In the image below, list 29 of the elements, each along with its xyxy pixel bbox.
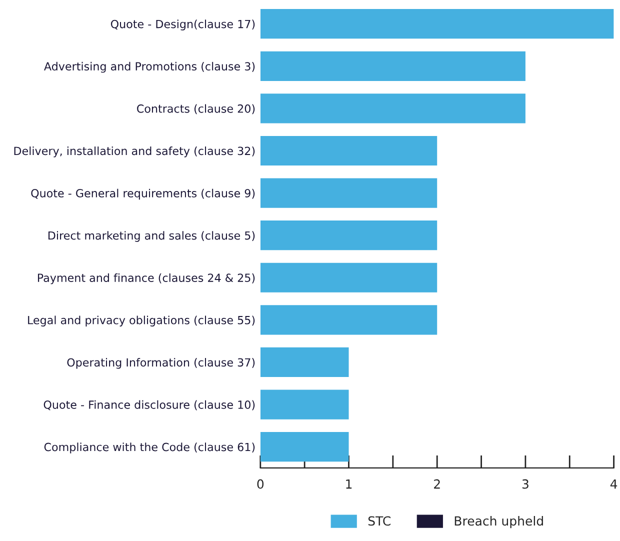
legend-label: STC xyxy=(368,516,390,526)
y-tick-label: Quote - Finance disclosure (clause 10) xyxy=(44,400,255,410)
x-tick-label: 1 xyxy=(346,479,352,489)
y-tick-label: Compliance with the Code (clause 61) xyxy=(44,442,255,454)
y-tick-label: Quote - General requirements (clause 9) xyxy=(31,188,255,200)
bar xyxy=(260,94,526,124)
x-tick-label: 2 xyxy=(434,479,440,489)
bar xyxy=(260,432,349,462)
y-tick-label: Advertising and Promotions (clause 3) xyxy=(44,62,255,73)
y-tick-label: Payment and finance (clauses 24 & 25) xyxy=(38,273,255,284)
y-tick-label: Delivery, installation and safety (clause 32) xyxy=(14,146,255,158)
y-tick-label: Contracts (clause 20) xyxy=(137,104,255,114)
y-tick-label: Legal and privacy obligations (clause 55) xyxy=(28,316,255,326)
y-tick-label: Operating Information (clause 37) xyxy=(67,358,255,369)
y-tick-label: Quote - Design(clause 17) xyxy=(110,20,255,30)
bar xyxy=(260,9,614,39)
bar xyxy=(260,51,526,81)
bar xyxy=(260,390,349,420)
bar xyxy=(260,220,438,250)
x-tick-label: 3 xyxy=(522,479,528,489)
y-tick-label: Direct marketing and sales (clause 5) xyxy=(48,231,255,242)
x-tick-label: 0 xyxy=(257,479,264,489)
bar xyxy=(260,178,438,208)
bar xyxy=(260,347,349,378)
legend-label: Breach upheld xyxy=(454,516,543,528)
x-tick-label: 4 xyxy=(610,479,618,489)
bar xyxy=(260,262,438,292)
bar xyxy=(260,305,438,335)
bar xyxy=(260,136,438,166)
